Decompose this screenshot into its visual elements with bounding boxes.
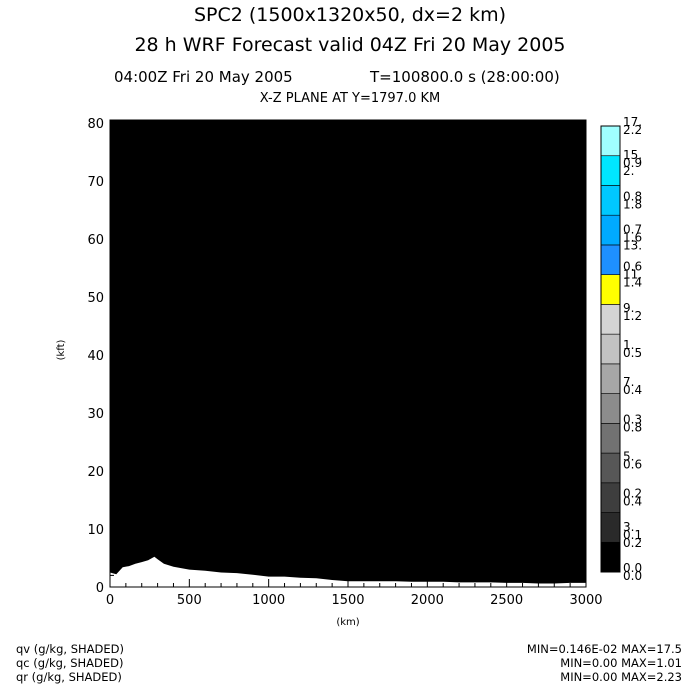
colorbar-label: 1. <box>623 338 634 352</box>
colorbar-label: 0.8 <box>623 420 642 434</box>
x-tick-label: 2000 <box>411 593 444 608</box>
shaded-field <box>110 120 586 587</box>
y-tick-label: 80 <box>87 117 104 132</box>
footer-qv-range: MIN=0.146E-02 MAX=17.5 <box>526 642 682 656</box>
valid-time: 04:00Z Fri 20 May 2005 <box>114 68 293 86</box>
colorbar-label: 5. <box>623 450 634 464</box>
colorbar-label: 2.2 <box>623 123 642 137</box>
colorbar-label: 1.4 <box>623 276 642 290</box>
x-tick-label: 2500 <box>490 593 523 608</box>
colorbar-swatch <box>600 541 621 573</box>
x-axis-label: (km) <box>336 617 359 628</box>
chart-svg: 0 500 1000 1500 2000 2500 3000 0 10 20 30 40 50 60 70 8… <box>56 115 642 628</box>
colorbar-label: 0.7 <box>623 223 642 237</box>
y-axis-label: (kft) <box>56 339 67 360</box>
y-tick-label: 30 <box>87 407 104 422</box>
colorbar-label: 7. <box>623 375 634 389</box>
y-tick-label: 0 <box>96 581 104 596</box>
colorbar-label: 1.2 <box>623 309 642 323</box>
x-tick-label: 1500 <box>331 593 364 608</box>
x-tick-label: 1000 <box>252 593 285 608</box>
colorbar-swatch <box>600 125 621 157</box>
colorbar-label: 0.4 <box>623 383 642 397</box>
x-tick-label: 500 <box>177 593 202 608</box>
main-title: SPC2 (1500x1320x50, dx=2 km) <box>193 4 507 26</box>
colorbar-label: 1.8 <box>623 197 642 211</box>
colorbar-label: 0.2 <box>623 536 642 550</box>
footer-qc: qc (g/kg, SHADED) <box>16 656 124 670</box>
colorbar-label: 0.1 <box>623 528 642 542</box>
footer-qr-range: MIN=0.00 MAX=2.23 <box>560 670 682 684</box>
colorbar-label: 0.5 <box>623 346 642 360</box>
forecast-title: 28 h WRF Forecast valid 04Z Fri 20 May 2… <box>134 34 566 56</box>
colorbar-swatch <box>600 214 621 246</box>
plane-label: X-Z PLANE AT Y=1797.0 KM <box>259 91 441 106</box>
colorbar-swatch <box>600 274 621 305</box>
colorbar-swatch <box>600 244 621 275</box>
colorbar-label: 0.3 <box>623 412 642 426</box>
y-tick-label: 20 <box>87 465 104 480</box>
colorbar-label: 11. <box>623 268 642 282</box>
colorbar-label: 0.0 <box>623 569 642 583</box>
y-tick-label: 60 <box>87 233 104 248</box>
y-tick-label: 70 <box>87 175 104 190</box>
colorbar-swatch <box>600 452 621 484</box>
y-tick-label: 40 <box>87 349 104 364</box>
colorbar-label: 0.8 <box>623 189 642 203</box>
footer-qc-range: MIN=0.00 MAX=1.01 <box>560 656 682 670</box>
colorbar-label: 15. <box>623 148 642 162</box>
terrain-area-0 <box>110 556 586 587</box>
colorbar-label: 0.4 <box>623 495 642 509</box>
colorbar-label: 13. <box>623 239 642 253</box>
colorbar-label: 0.6 <box>623 458 642 472</box>
colorbar-swatch <box>600 393 621 424</box>
x-tick-label: 3000 <box>569 593 602 608</box>
colorbar-swatch <box>600 363 621 394</box>
colorbar-swatch <box>600 304 621 335</box>
colorbar-label: 2. <box>623 164 634 178</box>
colorbar-frame <box>600 125 621 573</box>
y-tick-label: 50 <box>87 291 104 306</box>
colorbar-label: 9. <box>623 301 634 315</box>
colorbar-label: 0.0 <box>623 561 642 575</box>
footer-qv: qv (g/kg, SHADED) <box>16 642 124 656</box>
colorbar-label: 0.6 <box>623 260 642 274</box>
footer-qr: qr (g/kg, SHADED) <box>16 670 122 684</box>
colorbar-label: 1.6 <box>623 231 642 245</box>
colorbar-label: 0.2 <box>623 487 642 501</box>
y-tick-label: 10 <box>87 523 104 538</box>
colorbar-label: 0.9 <box>623 156 642 170</box>
colorbar-swatch <box>600 333 621 365</box>
colorbar-swatch <box>600 423 621 454</box>
model-time: T=100800.0 s (28:00:00) <box>370 68 560 86</box>
colorbar-label: 17. <box>623 115 642 129</box>
x-tick-label: 0 <box>106 593 114 608</box>
colorbar-swatch <box>600 185 621 216</box>
colorbar-swatch <box>600 155 621 186</box>
colorbar-label: 3. <box>623 520 634 534</box>
colorbar-swatch <box>600 512 621 543</box>
colorbar-swatch <box>600 482 621 513</box>
